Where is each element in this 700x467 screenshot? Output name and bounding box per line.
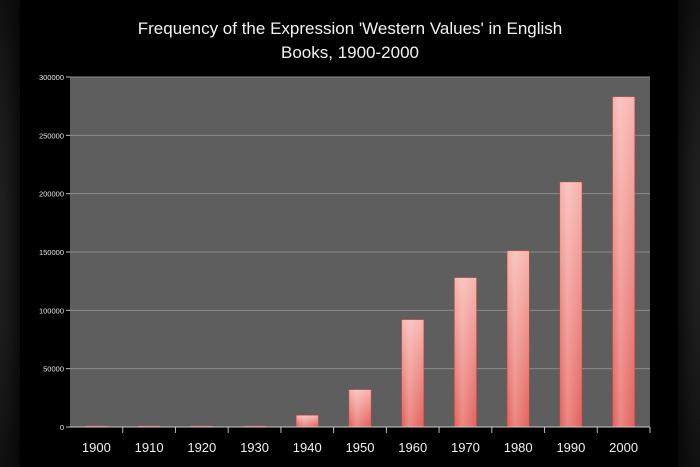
x-tick-label: 1970 bbox=[451, 440, 480, 455]
x-axis-ticks: 1900 1910 1920 1930 1940 1950 1960 1970 1980 1990… bbox=[70, 426, 651, 455]
x-tick-label: 1950 bbox=[346, 440, 375, 455]
bar-highlight bbox=[454, 277, 477, 427]
y-tick-label: 200000 bbox=[39, 190, 64, 199]
y-axis-ticks: 0 50000 100000 150000 200000 250000 300000 bbox=[39, 73, 64, 432]
y-tick-label: 150000 bbox=[39, 248, 64, 257]
y-tick-label: 0 bbox=[60, 423, 64, 432]
chart-panel: Frequency of the Expression 'Western Val… bbox=[20, 0, 678, 467]
bar-highlight bbox=[507, 250, 530, 427]
y-tick-label: 250000 bbox=[39, 131, 64, 140]
x-tick-label: 1900 bbox=[82, 440, 111, 455]
bars bbox=[85, 96, 635, 428]
x-tick-label: 1980 bbox=[504, 440, 533, 455]
chart-title-line-2: Books, 1900-2000 bbox=[281, 43, 419, 62]
bar-highlight bbox=[296, 415, 319, 427]
bar-highlight bbox=[559, 182, 582, 427]
y-tick-label: 300000 bbox=[39, 73, 64, 82]
y-tick-label: 50000 bbox=[43, 365, 64, 374]
x-tick-label: 1960 bbox=[398, 440, 427, 455]
x-tick-label: 1930 bbox=[240, 440, 269, 455]
x-tick-label: 1920 bbox=[187, 440, 216, 455]
chart-title-line-1: Frequency of the Expression 'Western Val… bbox=[138, 19, 562, 38]
bar-highlight bbox=[348, 389, 372, 427]
bar-highlight bbox=[401, 319, 424, 427]
y-tick-label: 100000 bbox=[39, 306, 64, 315]
x-tick-label: 1940 bbox=[293, 440, 322, 455]
bar-chart: Frequency of the Expression 'Western Val… bbox=[39, 19, 651, 455]
x-tick-label: 2000 bbox=[609, 440, 638, 455]
x-tick-label: 1910 bbox=[135, 440, 164, 455]
bar-highlight bbox=[612, 96, 635, 427]
x-tick-label: 1990 bbox=[556, 440, 585, 455]
